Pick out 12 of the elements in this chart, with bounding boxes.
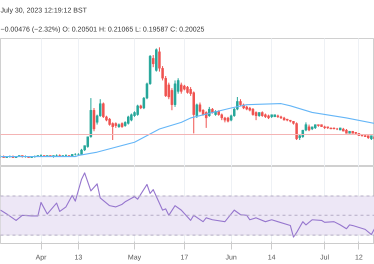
candlestick: [174, 80, 176, 108]
candlestick: [152, 54, 154, 68]
candlestick: [180, 82, 183, 94]
candlestick: [198, 102, 202, 113]
candlestick: [102, 102, 105, 118]
candlestick: [155, 48, 158, 72]
candlestick: [295, 122, 298, 141]
candlestick: [136, 104, 139, 116]
candlestick: [196, 103, 198, 118]
candlestick: [192, 90, 195, 134]
candlestick: [111, 122, 114, 141]
candlestick: [92, 108, 96, 132]
